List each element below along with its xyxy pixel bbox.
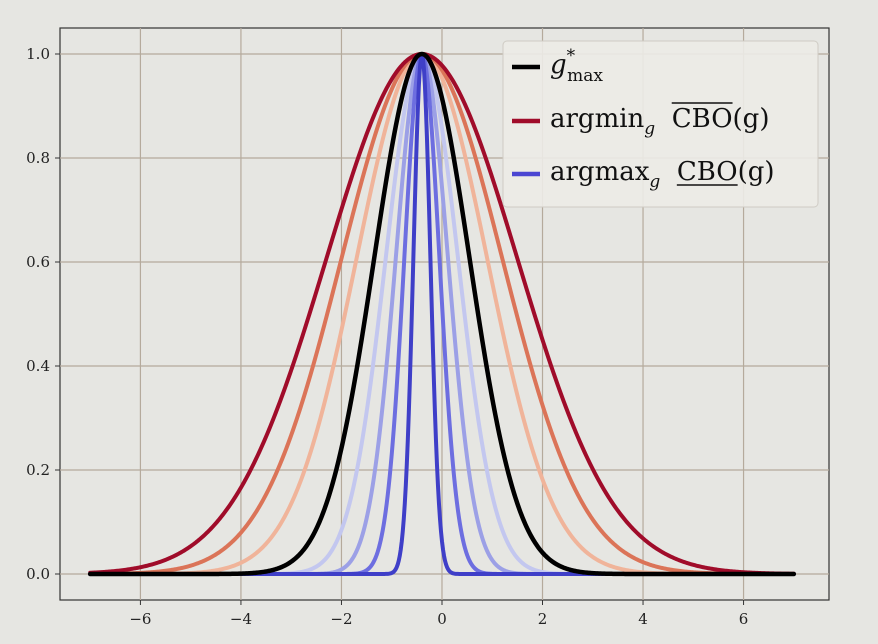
y-tick-label: 0.8	[26, 149, 50, 167]
y-tick-label: 1.0	[26, 45, 50, 63]
series-layer	[87, 51, 797, 577]
x-tick-label: −2	[330, 610, 352, 628]
legend: g* max argming CBO(g) argmaxg CBO(g)	[502, 40, 819, 208]
x-tick-label: −6	[129, 610, 151, 628]
y-tick-label: 0.2	[26, 461, 50, 479]
y-tick-label: 0.4	[26, 357, 50, 375]
y-tick-label: 0.0	[26, 565, 50, 583]
x-tick-label: 0	[437, 610, 447, 628]
x-tick-label: 6	[739, 610, 749, 628]
x-tick-label: −4	[230, 610, 252, 628]
y-tick-label: 0.6	[26, 253, 50, 271]
x-tick-label: 4	[638, 610, 648, 628]
legend-box	[502, 40, 819, 208]
series-line-7	[87, 51, 797, 577]
legend-label-argmax: argmaxg CBO(g)	[550, 157, 775, 192]
legend-label-gmax: g* max	[550, 46, 603, 86]
x-tick-label: 2	[538, 610, 548, 628]
legend-label-argmin: argming CBO(g)	[550, 104, 769, 139]
tick-layer: −6 −4 −2 0 2 4 6 0.0 0.2 0.4 0.6 0.8 1.0	[26, 45, 748, 628]
series-line-1	[88, 52, 796, 576]
series-line-2	[88, 52, 796, 576]
